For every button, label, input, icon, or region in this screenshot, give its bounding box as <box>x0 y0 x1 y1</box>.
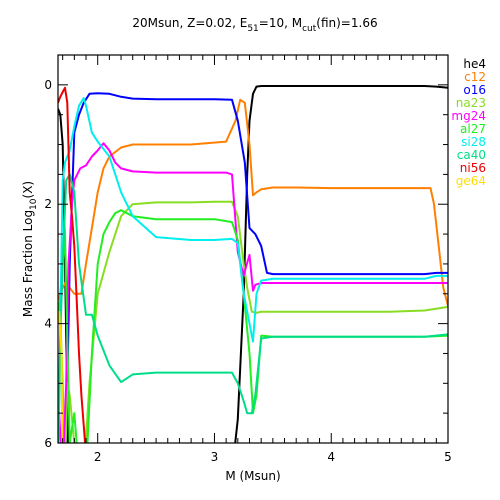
legend-entry-o16: o16 <box>463 83 486 97</box>
legend-entry-al27: al27 <box>460 122 486 136</box>
ticks-layer: 2 3 4 5 0 2 4 6 <box>44 54 452 464</box>
legend-entry-mg24: mg24 <box>451 109 486 123</box>
x-tick-label: 4 <box>327 450 335 464</box>
plot-frame <box>57 54 449 444</box>
y-tick-label: 4 <box>44 317 52 331</box>
y-axis-label: Mass Fraction Log10(X) <box>21 181 39 317</box>
chart-title-e-sub: 51 <box>247 24 258 34</box>
chart-title-suffix: (fin)=1.66 <box>316 16 377 30</box>
x-tick-label: 2 <box>94 450 102 464</box>
y-tick-label: 2 <box>44 197 52 211</box>
legend-entry-na23: na23 <box>456 96 486 110</box>
y-tick-label: 6 <box>44 436 52 450</box>
x-axis-label: M (Msun) <box>225 469 280 483</box>
series-line-ca40 <box>58 173 448 443</box>
y-axis-label-prefix: Mass Fraction Log <box>21 210 35 317</box>
legend-entry-he4: he4 <box>463 57 486 71</box>
series-line-al27 <box>58 209 448 443</box>
chart-title-middle: =10, M <box>259 16 302 30</box>
chart-title-prefix: 20Msun, Z=0.02, E <box>132 16 247 30</box>
series-line-ni56 <box>58 86 87 443</box>
y-axis-label-sub: 10 <box>29 198 39 210</box>
series-line-o16 <box>65 92 448 443</box>
chart-title: 20Msun, Z=0.02, E51=10, Mcut(fin)=1.66 <box>132 16 377 34</box>
legend-entry-ge64: ge64 <box>456 174 486 188</box>
y-tick-label: 0 <box>44 78 52 92</box>
x-tick-label: 5 <box>444 450 452 464</box>
legend-entry-si28: si28 <box>461 135 486 149</box>
y-axis-label-suffix: (X) <box>21 181 35 199</box>
series-line-si28 <box>58 97 448 443</box>
x-tick-label: 3 <box>211 450 219 464</box>
chart-title-m-sub: cut <box>302 24 317 34</box>
legend-entry-ca40: ca40 <box>457 148 486 162</box>
legend-entry-ni56: ni56 <box>460 161 486 175</box>
legend-entry-c12: c12 <box>464 70 486 84</box>
